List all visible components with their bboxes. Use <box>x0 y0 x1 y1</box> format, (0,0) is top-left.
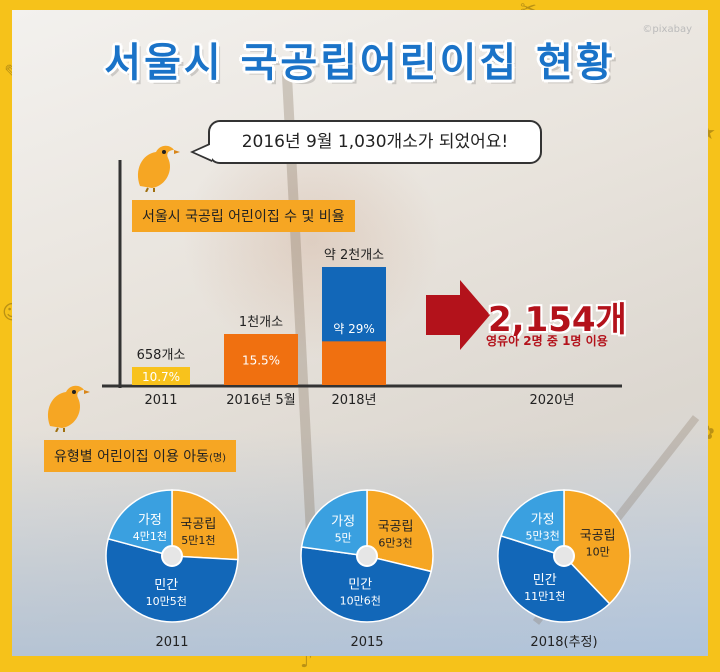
pie-slice <box>366 489 434 573</box>
slice-value: 5만 <box>335 532 352 545</box>
pie-slice <box>500 489 565 558</box>
x-tick-label: 2011 <box>144 393 177 408</box>
speech-bubble: 2016년 9월 1,030개소가 되었어요! <box>208 120 542 164</box>
bar-ratio <box>322 341 386 385</box>
ratio-label: 10.7% <box>142 370 180 384</box>
pie-center <box>356 545 378 567</box>
slice-value: 10만 <box>586 546 610 559</box>
pie-slice <box>563 489 631 605</box>
pie-slice <box>300 489 368 557</box>
slice-name: 민간 <box>348 578 372 593</box>
pie-year-label: 2018(추정) <box>530 635 597 650</box>
pie-slice <box>300 546 433 623</box>
slice-name: 민간 <box>533 573 557 588</box>
slice-value: 5만3천 <box>525 529 559 543</box>
slice-value: 10만6천 <box>340 594 381 608</box>
bird-icon <box>47 385 90 432</box>
slice-value: 5만1천 <box>181 533 215 547</box>
page-title: 서울시 국공립어린이집 현황 <box>104 40 616 86</box>
watermark: ©pixabay <box>642 24 692 35</box>
pie-chart-label-text: 유형별 어린이집 이용 아동 <box>54 449 210 465</box>
slice-name: 민간 <box>154 578 178 593</box>
pie-center <box>161 545 183 567</box>
pie-chart-label: 유형별 어린이집 이용 아동(명) <box>44 440 237 472</box>
x-tick-label: 2020년 <box>529 393 574 408</box>
value-label: 1천개소 <box>239 315 283 330</box>
slice-name: 국공립 <box>580 529 616 544</box>
pie-chart-unit: (명) <box>209 453 227 464</box>
x-tick-label: 2016년 5월 <box>226 393 295 408</box>
speech-bubble-tail <box>194 144 212 160</box>
slice-name: 가정 <box>331 515 355 530</box>
bar-chart-label: 서울시 국공립 어린이집 수 및 비율 <box>132 200 355 232</box>
slice-name: 국공립 <box>180 517 216 532</box>
bar-chart: 10.7% 658개소 2011 15.5% 1천개소 2016년 5월 약 29% 약 2천… <box>102 160 622 408</box>
pie-slice <box>171 489 239 561</box>
slice-name: 국공립 <box>378 520 414 535</box>
projection-value: 2,154개 <box>488 300 627 340</box>
slice-value: 4만1천 <box>133 529 167 543</box>
pie-slice <box>105 537 239 623</box>
pie-charts: 국공립5만1천민간10만5천가정4만1천2011국공립6만3천민간10만6천가정… <box>105 489 631 650</box>
ratio-label: 15.5% <box>242 354 280 368</box>
infographic-card: ©pixabay 서울시 국공립어린이집 현황 2016년 9월 1,030개소… <box>12 10 708 656</box>
value-label: 658개소 <box>137 348 186 363</box>
projection-note: 영유아 2명 중 1명 이용 <box>486 334 608 348</box>
x-tick-label: 2018년 <box>331 393 376 408</box>
slice-name: 가정 <box>531 513 555 528</box>
bar <box>224 334 298 385</box>
pie-slice <box>107 489 173 557</box>
pie-year-label: 2011 <box>155 635 188 650</box>
slice-name: 가정 <box>138 513 162 528</box>
arrow-icon <box>426 280 490 350</box>
pie-center <box>553 545 575 567</box>
value-label: 약 2천개소 <box>324 248 384 263</box>
ratio-label: 약 29% <box>333 321 375 336</box>
pie-year-label: 2015 <box>350 635 383 650</box>
bird-icon <box>137 145 180 192</box>
slice-value: 10만5천 <box>146 594 187 608</box>
slice-value: 6만3천 <box>378 536 412 550</box>
bar <box>132 367 190 385</box>
pie-slice <box>497 534 611 623</box>
slice-value: 11만1천 <box>524 589 565 603</box>
